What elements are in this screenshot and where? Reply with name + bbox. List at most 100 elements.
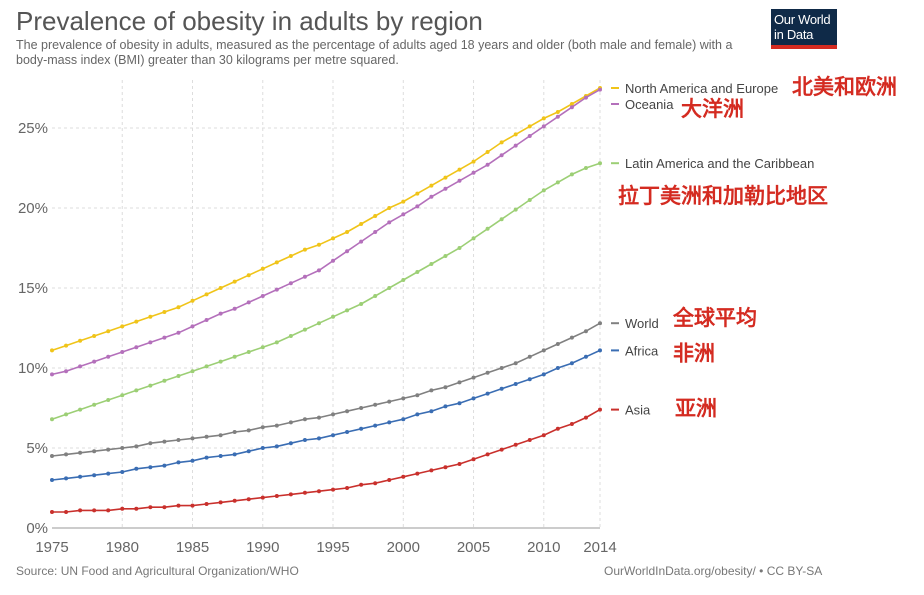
data-point [499, 386, 504, 391]
series-line [51, 88, 601, 376]
data-point [120, 350, 125, 354]
data-point [162, 378, 167, 383]
data-point [373, 230, 378, 234]
data-point [316, 321, 321, 326]
data-point [204, 434, 209, 439]
data-point [50, 417, 54, 422]
data-point [316, 436, 321, 441]
y-tick-label: 0% [26, 520, 48, 537]
data-point [50, 348, 54, 353]
data-point [527, 438, 532, 442]
data-point [176, 438, 181, 442]
data-point [541, 372, 546, 377]
annotation-cn: 大洋洲 [681, 97, 744, 121]
x-tick-label: 2014 [583, 539, 616, 556]
data-point [541, 116, 546, 121]
data-point [569, 361, 574, 366]
data-point [288, 441, 293, 446]
x-tick-label: 1990 [246, 539, 279, 556]
data-point [232, 452, 237, 457]
data-point [401, 417, 406, 422]
data-point [260, 425, 265, 430]
data-point [134, 388, 139, 393]
y-tick-label: 25% [18, 120, 48, 137]
data-point [134, 506, 139, 511]
data-point [316, 242, 321, 247]
x-tick-label: 1995 [316, 539, 349, 556]
data-point [148, 465, 153, 470]
data-point [583, 95, 588, 100]
data-point [583, 166, 588, 170]
data-point [190, 503, 195, 508]
data-point [527, 124, 532, 129]
chart-title: Prevalence of obesity in adults by regio… [16, 6, 483, 36]
data-point [499, 447, 504, 452]
data-point [443, 385, 448, 390]
data-point [190, 298, 195, 303]
data-point [401, 474, 406, 479]
data-point [527, 377, 532, 382]
data-point [288, 254, 293, 258]
data-point [541, 124, 546, 129]
legend-label: Africa [625, 343, 659, 358]
data-point [190, 458, 195, 463]
data-point [260, 345, 265, 350]
owid-logo[interactable]: Our World in Data [771, 9, 837, 49]
data-point [176, 460, 181, 465]
data-point [64, 343, 69, 348]
data-point [345, 430, 350, 434]
legend-label: Asia [625, 403, 651, 418]
data-point [513, 143, 518, 148]
data-point [569, 102, 574, 106]
data-point [387, 220, 392, 225]
data-point [499, 140, 504, 145]
data-point [387, 206, 392, 210]
data-point [541, 348, 546, 353]
data-point [401, 396, 406, 401]
data-point [78, 508, 83, 513]
x-tick-label: 1985 [176, 539, 209, 556]
data-point [274, 444, 279, 449]
chart-subtitle: The prevalence of obesity in adults, mea… [16, 38, 733, 67]
data-point [373, 294, 378, 298]
data-point [359, 239, 364, 244]
data-point [92, 473, 97, 478]
data-point [555, 180, 560, 185]
data-point [232, 430, 237, 434]
data-point [541, 433, 546, 438]
data-point [401, 278, 406, 282]
data-point [218, 311, 223, 316]
data-point [232, 306, 237, 311]
data-point [457, 401, 462, 406]
data-point [302, 327, 307, 332]
annotation-cn: 全球平均 [672, 306, 757, 330]
data-point [134, 345, 139, 350]
data-point [92, 359, 97, 364]
data-point [148, 314, 153, 319]
data-point [162, 310, 167, 314]
data-point [246, 273, 251, 278]
data-point [443, 254, 448, 258]
data-point [471, 457, 476, 462]
data-point [78, 364, 83, 369]
data-point [190, 369, 195, 374]
data-point [78, 407, 83, 412]
annotation-cn: 拉丁美洲和加勒比地区 [618, 184, 828, 208]
data-point [120, 506, 125, 511]
legend-label: North America and Europe [625, 81, 778, 96]
credit-link[interactable]: OurWorldInData.org/obesity/ • CC BY-SA [604, 564, 823, 578]
data-point [429, 388, 434, 393]
data-point [106, 329, 111, 334]
legend-label: Latin America and the Caribbean [625, 156, 814, 171]
data-point [120, 446, 125, 450]
data-point [471, 375, 476, 380]
data-point [134, 444, 139, 449]
data-point [260, 446, 265, 450]
data-point [92, 449, 97, 454]
series-line [51, 162, 601, 420]
legend-label: World [625, 316, 659, 331]
data-point [583, 354, 588, 359]
data-point [429, 409, 434, 414]
data-point [415, 191, 420, 196]
data-point [162, 335, 167, 340]
